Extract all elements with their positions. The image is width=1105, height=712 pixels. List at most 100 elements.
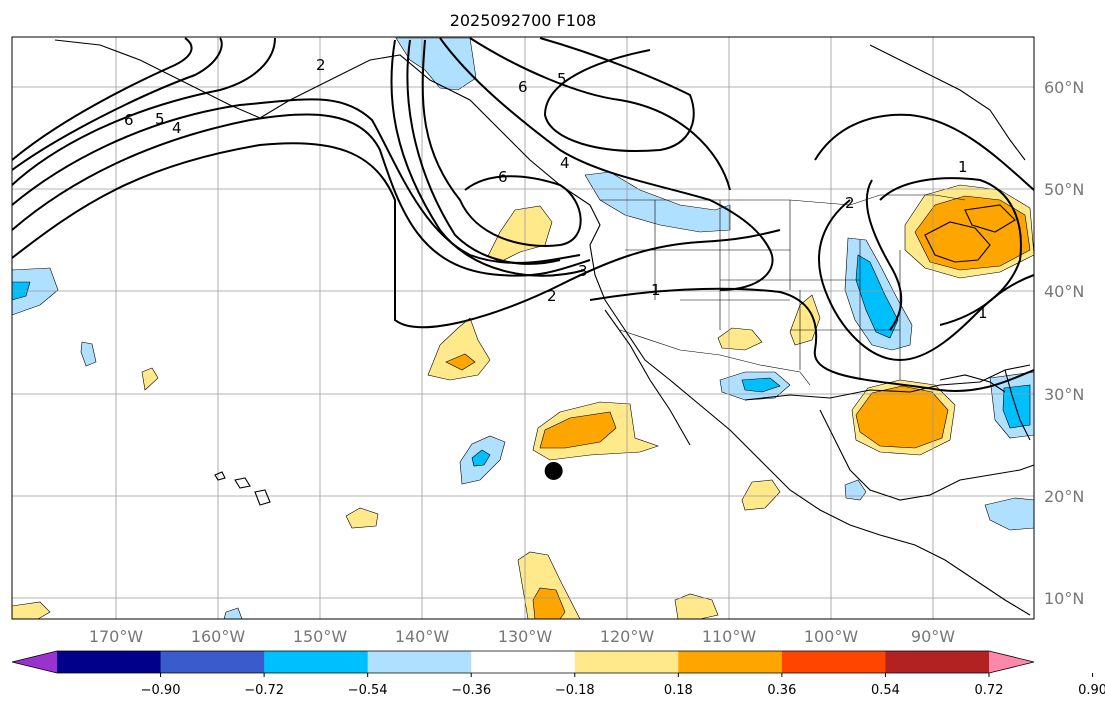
contour-label: 3 [578, 262, 588, 280]
colorbar-tick-label: 0.18 [664, 683, 693, 698]
lat-label: 40°N [1044, 282, 1084, 301]
colorbar-tick-label: −0.18 [555, 683, 595, 698]
shade-yellow-pacific-w [141, 367, 159, 391]
lat-label: 20°N [1044, 487, 1084, 506]
cuba [939, 374, 1006, 393]
contour-west-4 [11, 37, 276, 186]
contours [11, 37, 1035, 392]
map-frame [11, 36, 1035, 620]
map-title: 2025092700 F108 [450, 11, 597, 30]
contour-label: 1 [978, 304, 988, 322]
shade-yellow-pacific-sw [345, 507, 379, 529]
shade-orange-offshore-south [539, 411, 617, 449]
shade-cyan-hawaii-ne [471, 449, 491, 467]
colorbar-segment [264, 651, 369, 673]
hawaii-3 [254, 489, 271, 506]
colorbar-tick-label: −0.72 [244, 683, 284, 698]
contour-west-6 [11, 37, 193, 161]
lon-label: 130°W [498, 627, 553, 646]
lon-label: 150°W [293, 627, 348, 646]
lon-label: 120°W [600, 627, 655, 646]
shade-yellow-offshore-mid [427, 317, 491, 381]
shade-yellow-mexico [741, 479, 781, 511]
coast-gulf-mexico [819, 409, 1035, 501]
longitude-labels: 170°W 160°W 150°W 140°W 130°W 120°W 110°… [89, 627, 955, 646]
contour-label: 1 [958, 158, 968, 176]
contour-label: 2 [316, 56, 326, 74]
state-lines [625, 200, 901, 380]
contour-plains [818, 199, 1035, 362]
shade-cyan-texas [741, 377, 781, 393]
colorbar-outline [11, 650, 1035, 674]
lakes-outline [924, 204, 1016, 263]
coast-alaska [54, 39, 1031, 616]
contour-label: 2 [547, 287, 557, 305]
colorbar-tick-label: −0.90 [141, 683, 181, 698]
coastlines [54, 39, 1035, 616]
lon-label: 90°W [911, 627, 955, 646]
coast-gulf [744, 364, 1031, 401]
lat-label: 30°N [1044, 385, 1084, 404]
contour-trough-inner [421, 39, 582, 247]
contour-label: 5 [557, 70, 567, 88]
shade-cyan-florida [1002, 384, 1031, 429]
contour-label: 5 [155, 110, 165, 128]
state-borders [600, 194, 966, 386]
contour-ridge-3 [539, 37, 695, 152]
shade-blue-small-1 [80, 341, 97, 367]
contour-west-1 [11, 142, 781, 329]
contour-ridge-2 [469, 37, 731, 191]
contour-label: 6 [124, 111, 134, 129]
contour-label: 6 [498, 168, 508, 186]
colorbar-tick-label: −0.54 [348, 683, 388, 698]
contour-label: 4 [172, 119, 182, 137]
location-marker [544, 461, 563, 480]
contour-label: 1 [651, 281, 661, 299]
colorbar-segment [160, 651, 265, 673]
coast-hudson [869, 44, 1026, 161]
lat-label: 10°N [1044, 589, 1084, 608]
shade-orange-great-lakes [914, 195, 1031, 271]
colorbar-segment [574, 651, 679, 673]
colorbar-segment [57, 651, 162, 673]
contour-label: 2 [845, 194, 855, 212]
coast-florida [1004, 369, 1031, 441]
shade-yellow-offshore-nw [487, 205, 553, 263]
colorbar-segment [781, 651, 886, 673]
contour-labels: 6 5 4 2 6 5 6 4 3 2 1 2 1 1 [124, 56, 988, 322]
contour-south-2 [865, 179, 903, 331]
hawaii-1 [214, 471, 226, 481]
shade-cyan-plains [855, 254, 899, 339]
colorbar-tick-label: 0.36 [767, 683, 796, 698]
colorbar-segment [678, 651, 783, 673]
us-mexico-border [619, 329, 811, 386]
colorbar-extend-low [12, 651, 57, 673]
contour-south-1 [589, 287, 1035, 392]
shade-blue-oregon [584, 171, 731, 233]
hawaii-2 [234, 477, 251, 489]
lat-label: 60°N [1044, 78, 1084, 97]
colorbar-tick-label: 0.72 [975, 683, 1004, 698]
contour-ridge-1 [439, 37, 774, 291]
latitude-labels: 60°N 50°N 40°N 30°N 20°N 10°N [1044, 78, 1084, 608]
lon-label: 170°W [89, 627, 144, 646]
lon-label: 140°W [395, 627, 450, 646]
contour-west-2 [11, 113, 591, 277]
contour-trough-middle [406, 39, 561, 265]
colorbar-segment [471, 651, 576, 673]
lat-label: 50°N [1044, 180, 1084, 199]
contour-west-5 [11, 37, 223, 171]
graticule [12, 37, 1034, 619]
colorbar-tick-label: 0.90 [1078, 683, 1105, 698]
colorbar-tick-label: 0.54 [871, 683, 900, 698]
colorbar-tick-label: −0.36 [451, 683, 491, 698]
lon-label: 110°W [702, 627, 757, 646]
coast-baja [604, 309, 691, 446]
contour-label: 6 [518, 78, 528, 96]
colorbar: −0.90 −0.72 −0.54 −0.36 −0.18 0.18 0.36 0.54 0.7… [11, 650, 1105, 698]
lon-label: 160°W [191, 627, 246, 646]
shade-orange-gulf [855, 385, 949, 449]
lon-label: 100°W [804, 627, 859, 646]
shade-orange-offshore-mid [445, 353, 476, 371]
